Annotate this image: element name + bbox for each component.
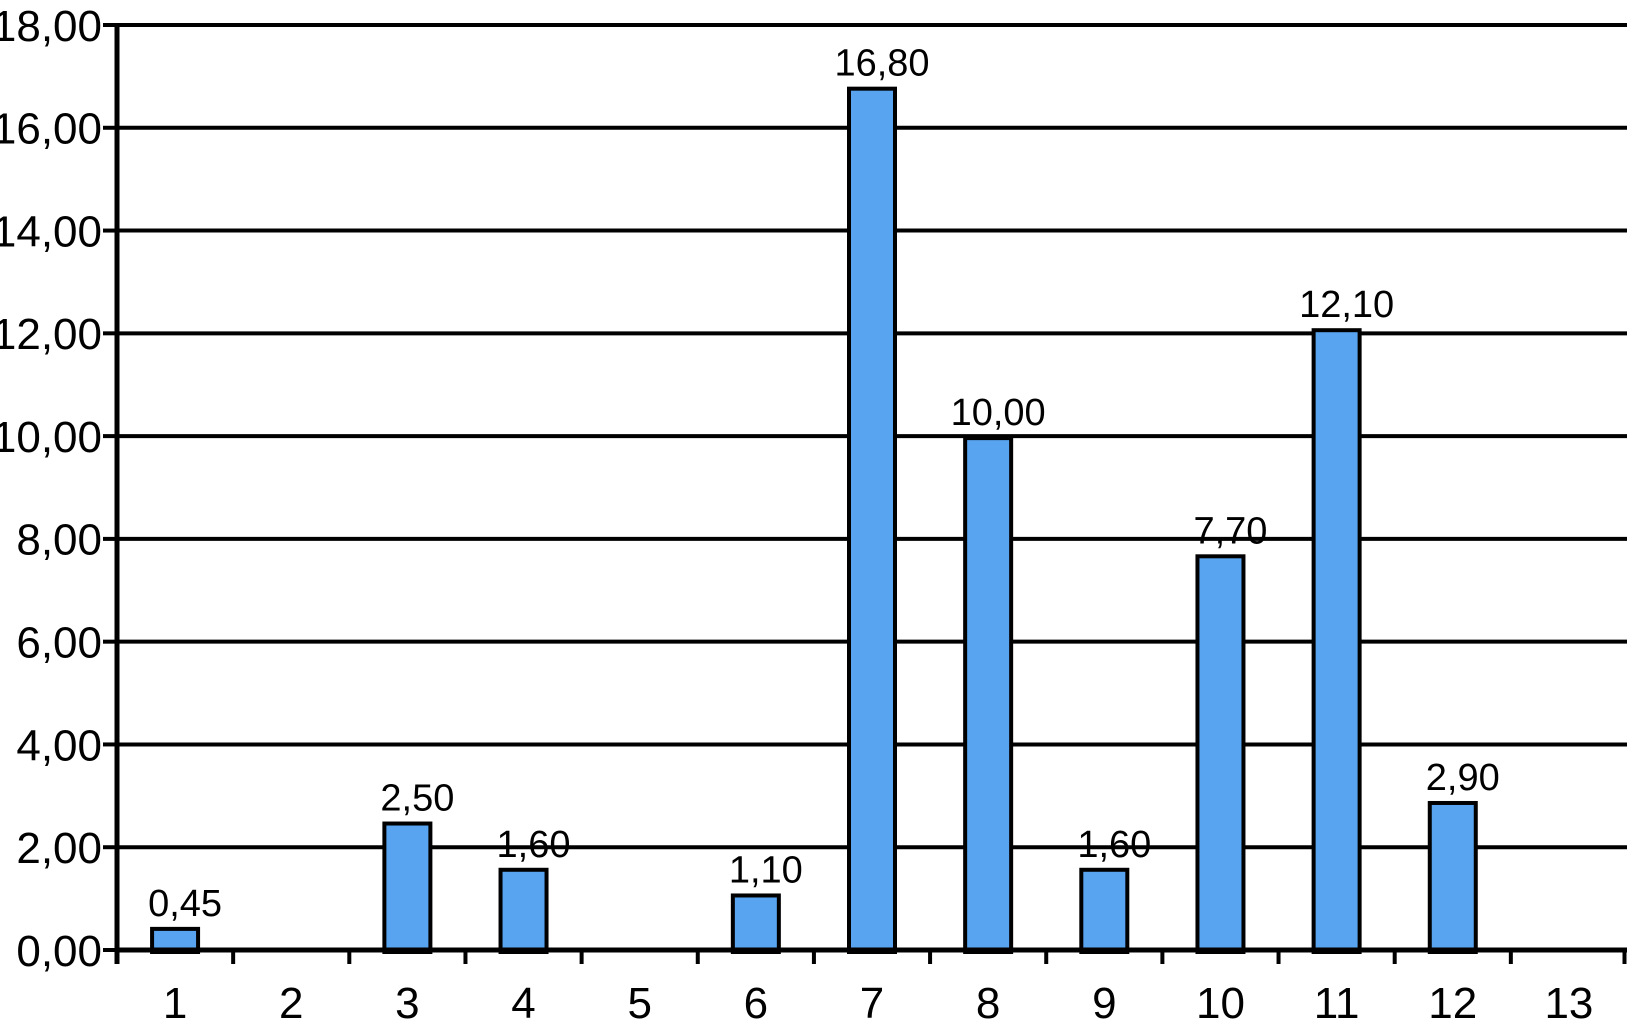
bar bbox=[1427, 800, 1478, 954]
bar bbox=[963, 436, 1014, 955]
y-axis-label: 10,00 bbox=[0, 413, 102, 462]
y-axis-label: 4,00 bbox=[16, 721, 102, 770]
x-axis-label: 4 bbox=[511, 979, 535, 1027]
y-axis-label: 16,00 bbox=[0, 105, 102, 154]
bar-value-label: 2,50 bbox=[380, 778, 454, 820]
bar bbox=[498, 867, 549, 954]
x-axis-label: 11 bbox=[1314, 979, 1360, 1027]
x-axis-label: 2 bbox=[279, 979, 303, 1027]
x-axis-label: 13 bbox=[1544, 979, 1593, 1027]
x-axis-label: 9 bbox=[1092, 979, 1116, 1027]
bar bbox=[1311, 328, 1362, 954]
x-axis-label: 3 bbox=[395, 979, 419, 1027]
bar bbox=[847, 86, 897, 954]
y-axis-label: 8,00 bbox=[16, 516, 102, 565]
bar-value-label: 1,60 bbox=[497, 824, 571, 866]
x-axis-label: 8 bbox=[976, 979, 1000, 1027]
y-axis-label: 12,00 bbox=[0, 310, 102, 359]
x-axis-label: 5 bbox=[627, 979, 651, 1027]
x-axis-label: 7 bbox=[860, 979, 884, 1027]
bar bbox=[1195, 554, 1246, 954]
x-axis-label: 10 bbox=[1196, 979, 1245, 1027]
bar-value-label: 1,60 bbox=[1077, 824, 1151, 866]
y-axis-label: 2,00 bbox=[16, 824, 102, 873]
y-axis-label: 14,00 bbox=[0, 207, 102, 256]
bar-value-label: 0,45 bbox=[148, 883, 222, 925]
bar-value-label: 1,10 bbox=[729, 849, 803, 891]
x-axis-label: 12 bbox=[1428, 979, 1477, 1027]
x-axis-label: 6 bbox=[744, 979, 768, 1027]
x-axis-label: 1 bbox=[163, 979, 187, 1027]
bar bbox=[1079, 867, 1130, 954]
bar-value-label: 10,00 bbox=[951, 392, 1046, 434]
bar bbox=[730, 893, 781, 955]
bar-value-label: 7,70 bbox=[1193, 510, 1267, 552]
y-axis-label: 6,00 bbox=[16, 619, 102, 668]
bar-value-label: 12,10 bbox=[1299, 284, 1394, 326]
y-axis-label: 0,00 bbox=[16, 927, 102, 976]
bar bbox=[382, 821, 433, 954]
y-axis-label: 18,00 bbox=[0, 2, 102, 51]
bar-value-label: 16,80 bbox=[834, 43, 929, 85]
bar-value-label: 2,90 bbox=[1426, 757, 1500, 799]
